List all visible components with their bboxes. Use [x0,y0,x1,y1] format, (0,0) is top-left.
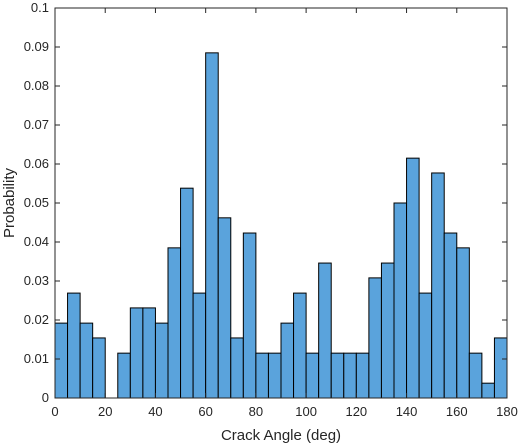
histogram-bar [280,322,295,399]
histogram-bar [355,352,370,399]
y-tick-label: 0.09 [24,39,49,54]
histogram-bar [406,157,420,399]
histogram-bar [393,202,408,399]
y-tick-label: 0.08 [24,78,49,93]
histogram-bar [293,292,307,399]
y-tick-label: 0 [42,390,49,405]
histogram-bar [468,352,483,399]
x-axis-label: Crack Angle (deg) [221,427,341,444]
histogram-bar [493,337,508,399]
histogram-bar [255,352,269,399]
y-tick-label: 0.07 [24,117,49,132]
x-tick-label: 140 [396,404,418,419]
x-tick-label: 160 [446,404,468,419]
x-tick-label: 120 [345,404,367,419]
y-tick-label: 0.05 [24,195,49,210]
histogram-bar [142,307,156,399]
histogram-bar [192,292,207,399]
histogram-bar [180,187,194,399]
histogram-bar [343,352,357,399]
histogram-bar [67,292,81,399]
y-tick-label: 0.03 [24,273,49,288]
histogram-bar [330,352,345,399]
histogram-bar [217,217,232,399]
histogram-bar [205,52,219,399]
y-tick-label: 0.04 [24,234,49,249]
y-axis-label: Probability [1,167,18,238]
histogram-bar [431,172,445,399]
histogram-bar [267,352,282,399]
histogram-bar [242,232,257,399]
histogram-bar [54,322,69,399]
x-tick-label: 180 [496,404,518,419]
y-tick-label: 0.02 [24,312,49,327]
histogram-bar [129,307,144,399]
histogram-bar [305,352,320,399]
x-tick-label: 20 [98,404,112,419]
histogram-bar [230,337,244,399]
histogram-bar [318,262,332,399]
histogram-bar [443,232,458,399]
x-tick-label: 40 [148,404,162,419]
x-tick-label: 100 [295,404,317,419]
histogram-bar [79,322,94,399]
histogram-bar [456,247,470,399]
histogram-bar [380,262,395,399]
histogram-bar [481,382,495,399]
y-tick-label: 0.1 [31,0,49,15]
histogram-bar [418,292,433,399]
y-tick-label: 0.06 [24,156,49,171]
y-tick-label: 0.01 [24,351,49,366]
histogram-bar [117,352,131,399]
x-tick-label: 60 [198,404,212,419]
histogram-bar [92,337,106,399]
ticks-group: 0 20 40 60 80 100 120 140 160 180 0 0.01 0.02 0.03 0.0… [24,0,518,419]
x-tick-label: 80 [249,404,263,419]
x-tick-label: 0 [51,404,58,419]
histogram-bar [368,277,382,399]
histogram-bar [167,247,182,399]
histogram-bar [154,322,169,399]
